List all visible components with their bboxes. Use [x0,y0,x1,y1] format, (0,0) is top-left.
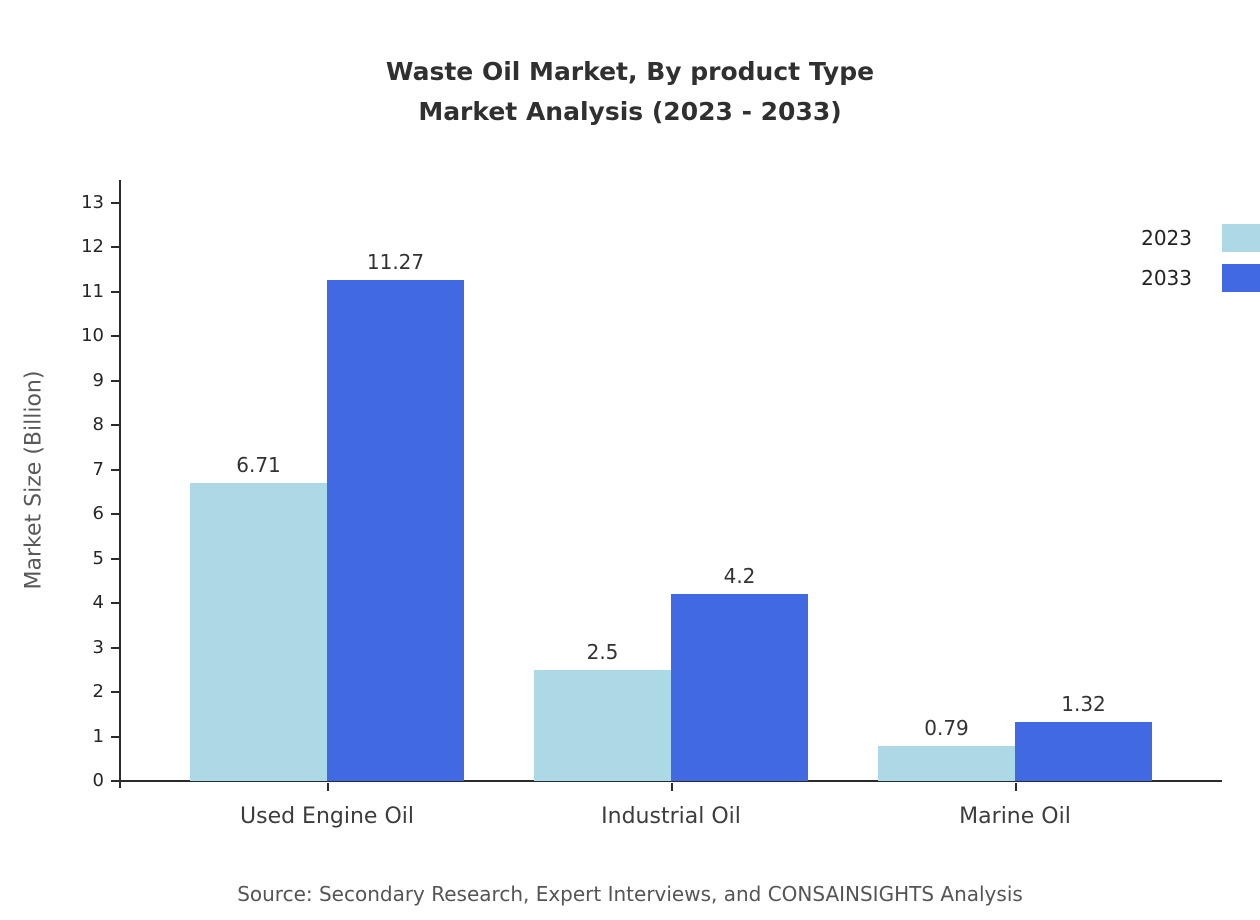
plot-area: 6.71 11.27 Used Engine Oil 2.5 4.2 Industrial… [120,180,1222,829]
x-tick-mark [1015,783,1017,791]
bar-group: 0.79 1.32 Marine Oil [878,180,1152,829]
legend-swatch [1222,264,1260,292]
y-tick-mark [111,468,119,471]
bar-value-label: 4.2 [723,564,756,589]
category-label: Marine Oil [959,804,1071,829]
y-tick-mark [111,424,119,427]
x-axis-line [111,780,1222,782]
y-tick-label: 9 [92,369,104,391]
y-tick-label: 2 [92,681,104,703]
x-tick-mark [327,783,329,791]
y-tick-mark [111,646,119,649]
x-tick-mark [671,783,673,791]
legend-label: 2033 [1141,266,1192,290]
source-note: Source: Secondary Research, Expert Inter… [237,882,1023,906]
bar-2023: 2.5 [534,640,671,781]
y-axis-title: Market Size (Billion) [21,370,47,590]
bar-2033: 4.2 [671,564,808,781]
bar-value-label: 2.5 [586,639,619,664]
legend-row: 2033 [1141,264,1260,292]
bar-value-label: 6.71 [236,452,281,477]
y-tick-label: 8 [92,414,104,436]
y-tick-label: 11 [81,280,104,302]
y-tick-label: 12 [81,236,104,258]
chart-title-line1: Waste Oil Market, By product Type [385,57,875,86]
y-tick-mark [111,246,119,249]
y-tick-mark [111,602,119,605]
y-tick-label: 7 [92,458,104,480]
y-tick-label: 3 [92,636,104,658]
bar-2033: 1.32 [1015,692,1152,781]
category-label: Used Engine Oil [240,804,414,829]
legend-label: 2023 [1141,226,1192,250]
y-tick-label: 6 [92,503,104,525]
y-tick-label: 0 [92,770,104,791]
legend-swatch [1222,224,1260,252]
bar-2033: 11.27 [327,250,464,781]
y-tick-label: 1 [92,725,104,747]
y-tick-label: 10 [81,325,104,347]
bar-value-label: 11.27 [366,249,425,274]
y-tick-mark [111,691,119,694]
y-tick-mark [111,379,119,382]
y-tick-label: 5 [92,547,104,569]
legend-row: 2023 [1141,224,1260,252]
bar-group: 2.5 4.2 Industrial Oil [534,180,808,829]
chart-title-line2: Market Analysis (2023 - 2033) [418,97,842,126]
legend: 2023 2033 [1141,224,1260,292]
y-tick-mark [111,513,119,516]
chart-title: Waste Oil Market, By product Type Market… [0,52,1260,132]
y-tick-label: 13 [81,192,104,213]
bar-value-label: 1.32 [1061,692,1106,717]
category-label: Industrial Oil [601,804,741,829]
bar-2023: 0.79 [878,716,1015,781]
y-tick-mark [111,202,119,204]
y-axis-line [119,180,121,788]
bar-2023: 6.71 [190,453,327,781]
bar-value-label: 0.79 [924,715,969,740]
y-tick-mark [111,335,119,338]
bar-groups: 6.71 11.27 Used Engine Oil 2.5 4.2 Industrial… [120,180,1222,829]
y-tick-mark [111,290,119,293]
y-tick-label: 4 [92,592,104,614]
y-tick-mark [111,557,119,560]
bar-group: 6.71 11.27 Used Engine Oil [190,180,464,829]
y-tick-mark [111,735,119,738]
